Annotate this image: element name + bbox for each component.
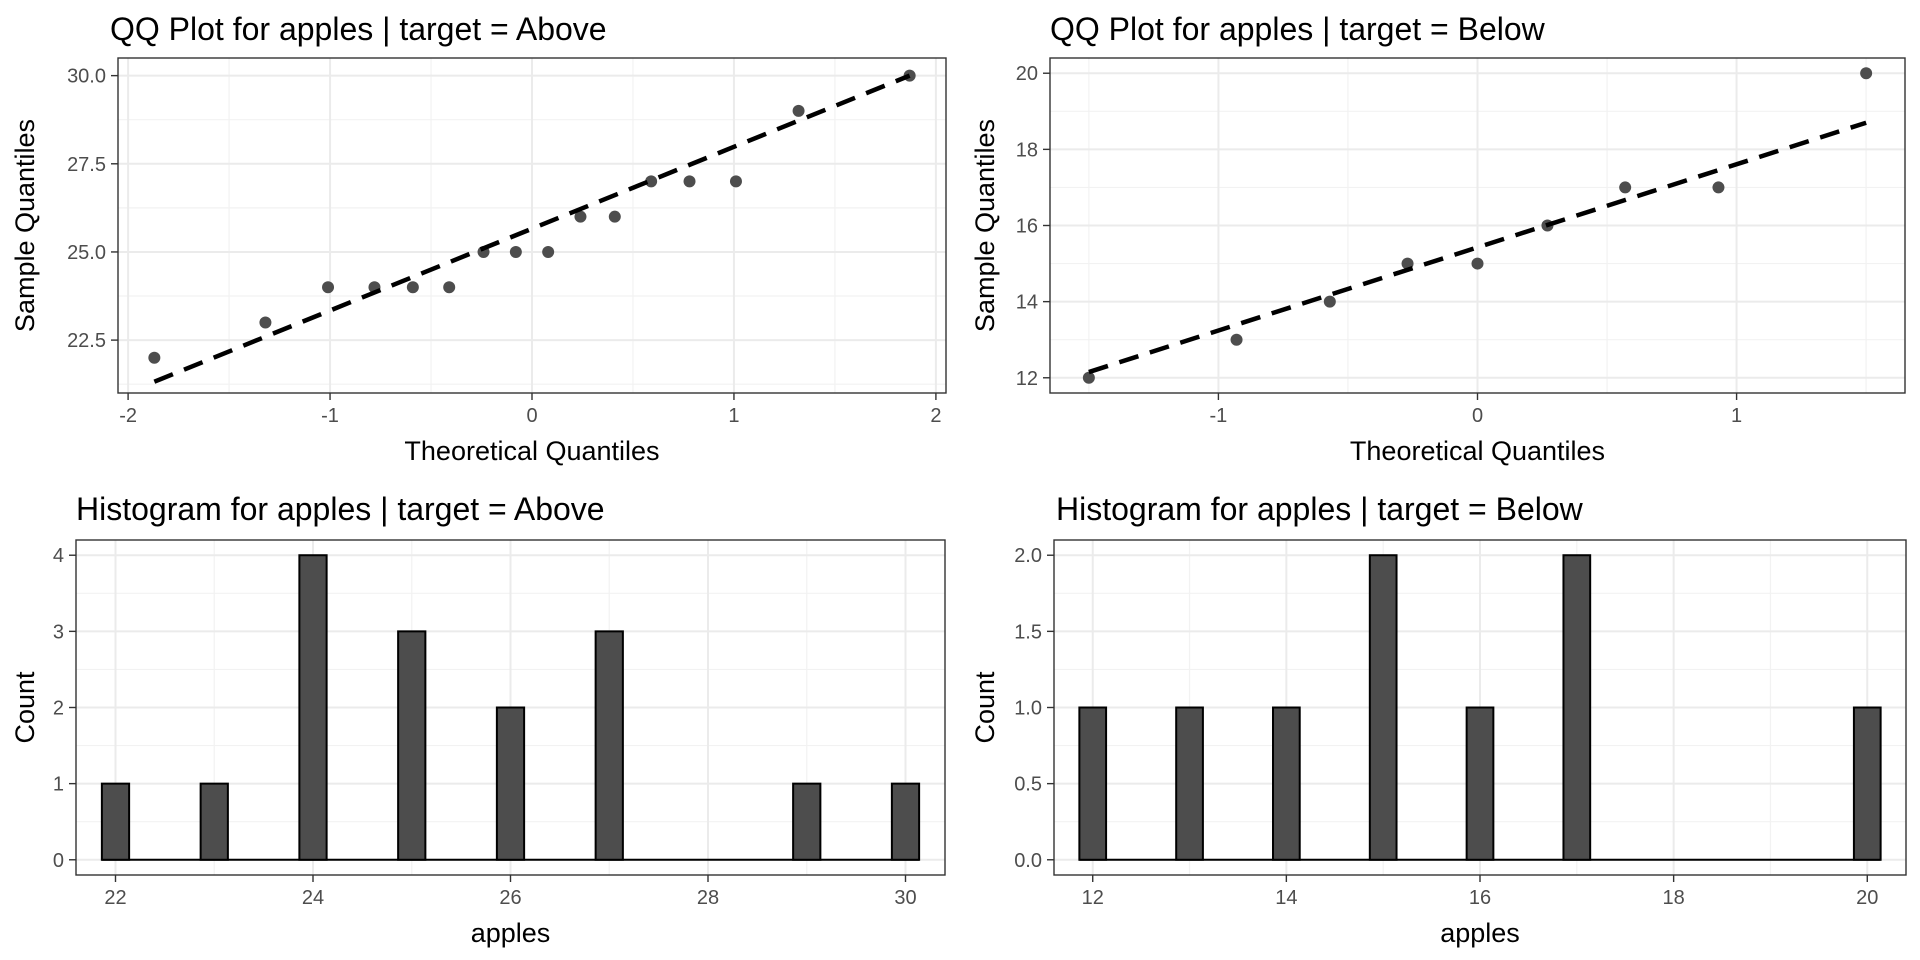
qq-point [1471,257,1484,270]
y-tick-label: 25.0 [67,242,106,264]
qq-point [608,210,621,223]
qq-point [645,175,658,188]
qq-reference-line [1088,120,1867,375]
y-tick-label: 1 [53,774,64,796]
qq-point [406,281,419,294]
chart-title: Histogram for apples | target = Above [76,491,605,527]
x-tick-label: 28 [697,887,719,909]
x-tick-label: -1 [321,405,339,427]
y-tick-label: 12 [1016,368,1038,390]
x-tick-label: 0 [526,405,537,427]
chart-title: QQ Plot for apples | target = Above [110,11,607,47]
chart-title: QQ Plot for apples | target = Below [1050,11,1546,47]
histogram-bar [1562,554,1592,861]
x-tick-label: 16 [1469,887,1491,909]
qq-point [683,175,696,188]
y-tick-label: 0 [53,850,64,872]
qq-point [148,351,161,364]
y-tick-label: 2 [53,698,64,720]
qq-point [729,175,742,188]
chart-panel-4: 12 14 16 18 20 0.0 0.5 1.0 1.5 2.0 Histogram for a… [970,491,1907,948]
x-tick-label: 30 [894,887,916,909]
qq-point [574,210,587,223]
y-tick-label: 22.5 [67,330,106,352]
x-tick-label: -2 [119,405,137,427]
histogram-bar [1852,706,1882,861]
x-tick-label: 2 [930,405,941,427]
y-tick-label: 4 [53,545,64,567]
qq-point [322,281,335,294]
qq-point [1323,295,1336,308]
x-axis-title: apples [471,918,551,948]
histogram-bar [594,630,624,861]
x-tick-label: 1 [728,405,739,427]
histogram-bar [1368,554,1398,861]
y-axis-title: Count [10,671,40,744]
qq-point [443,281,456,294]
histogram-bar [792,782,822,861]
qq-point [542,245,555,258]
chart-panel-2: -1 0 1 12 14 16 18 20 QQ Plot for apples | targe… [970,11,1906,466]
x-tick-label: 12 [1082,887,1104,909]
y-axis-title: Count [970,671,1000,744]
x-axis-title: apples [1440,918,1520,948]
histogram-bar [397,630,427,861]
qq-point [1230,333,1243,346]
histogram-bar [1272,706,1301,861]
histogram-bar [298,554,328,861]
y-tick-label: 2.0 [1014,545,1042,567]
x-tick-label: 22 [104,887,126,909]
qq-point [1082,371,1095,384]
x-tick-label: 26 [499,887,521,909]
qq-point [1712,181,1725,194]
x-tick-label: 24 [302,887,324,909]
y-tick-label: 20 [1016,63,1038,85]
x-tick-label: -1 [1210,405,1228,427]
x-tick-label: 14 [1275,887,1297,909]
qq-point [259,316,272,329]
y-tick-label: 1.5 [1014,621,1042,643]
chart-title: Histogram for apples | target = Below [1056,491,1584,527]
histogram-bar [1465,706,1495,861]
y-tick-label: 18 [1016,139,1038,161]
y-tick-label: 1.0 [1014,698,1042,720]
y-axis-title: Sample Quantiles [10,119,40,332]
y-tick-label: 16 [1016,216,1038,238]
y-tick-label: 30.0 [67,66,106,88]
x-axis-title: Theoretical Quantiles [1350,436,1605,466]
y-tick-label: 3 [53,621,64,643]
y-tick-label: 0.5 [1014,774,1042,796]
histogram-bar [495,706,526,861]
x-axis-title: Theoretical Quantiles [404,436,659,466]
y-tick-label: 14 [1016,292,1038,314]
x-tick-label: 20 [1856,887,1878,909]
histogram-bar [1175,706,1204,861]
histogram-bar [199,782,229,861]
y-tick-label: 0.0 [1014,850,1042,872]
qq-reference-line [153,73,911,384]
qq-point [792,104,805,117]
chart-panel-1: -2 -1 0 1 2 22.5 25.0 27.5 30.0QQ Plot for apple… [10,11,947,466]
y-tick-label: 27.5 [67,154,106,176]
y-axis-title: Sample Quantiles [970,119,1000,332]
qq-point [1860,67,1873,80]
histogram-bar [100,782,131,861]
qq-point [509,245,522,258]
histogram-bar [890,782,921,861]
histogram-bar [1078,706,1108,861]
chart-panel-3: 22 24 26 28 30 0 1 2 3 4 Histogram for apples | ta… [10,491,946,948]
x-tick-label: 1 [1731,405,1742,427]
x-tick-label: 18 [1663,887,1685,909]
qq-point [1619,181,1632,194]
x-tick-label: 0 [1472,405,1483,427]
